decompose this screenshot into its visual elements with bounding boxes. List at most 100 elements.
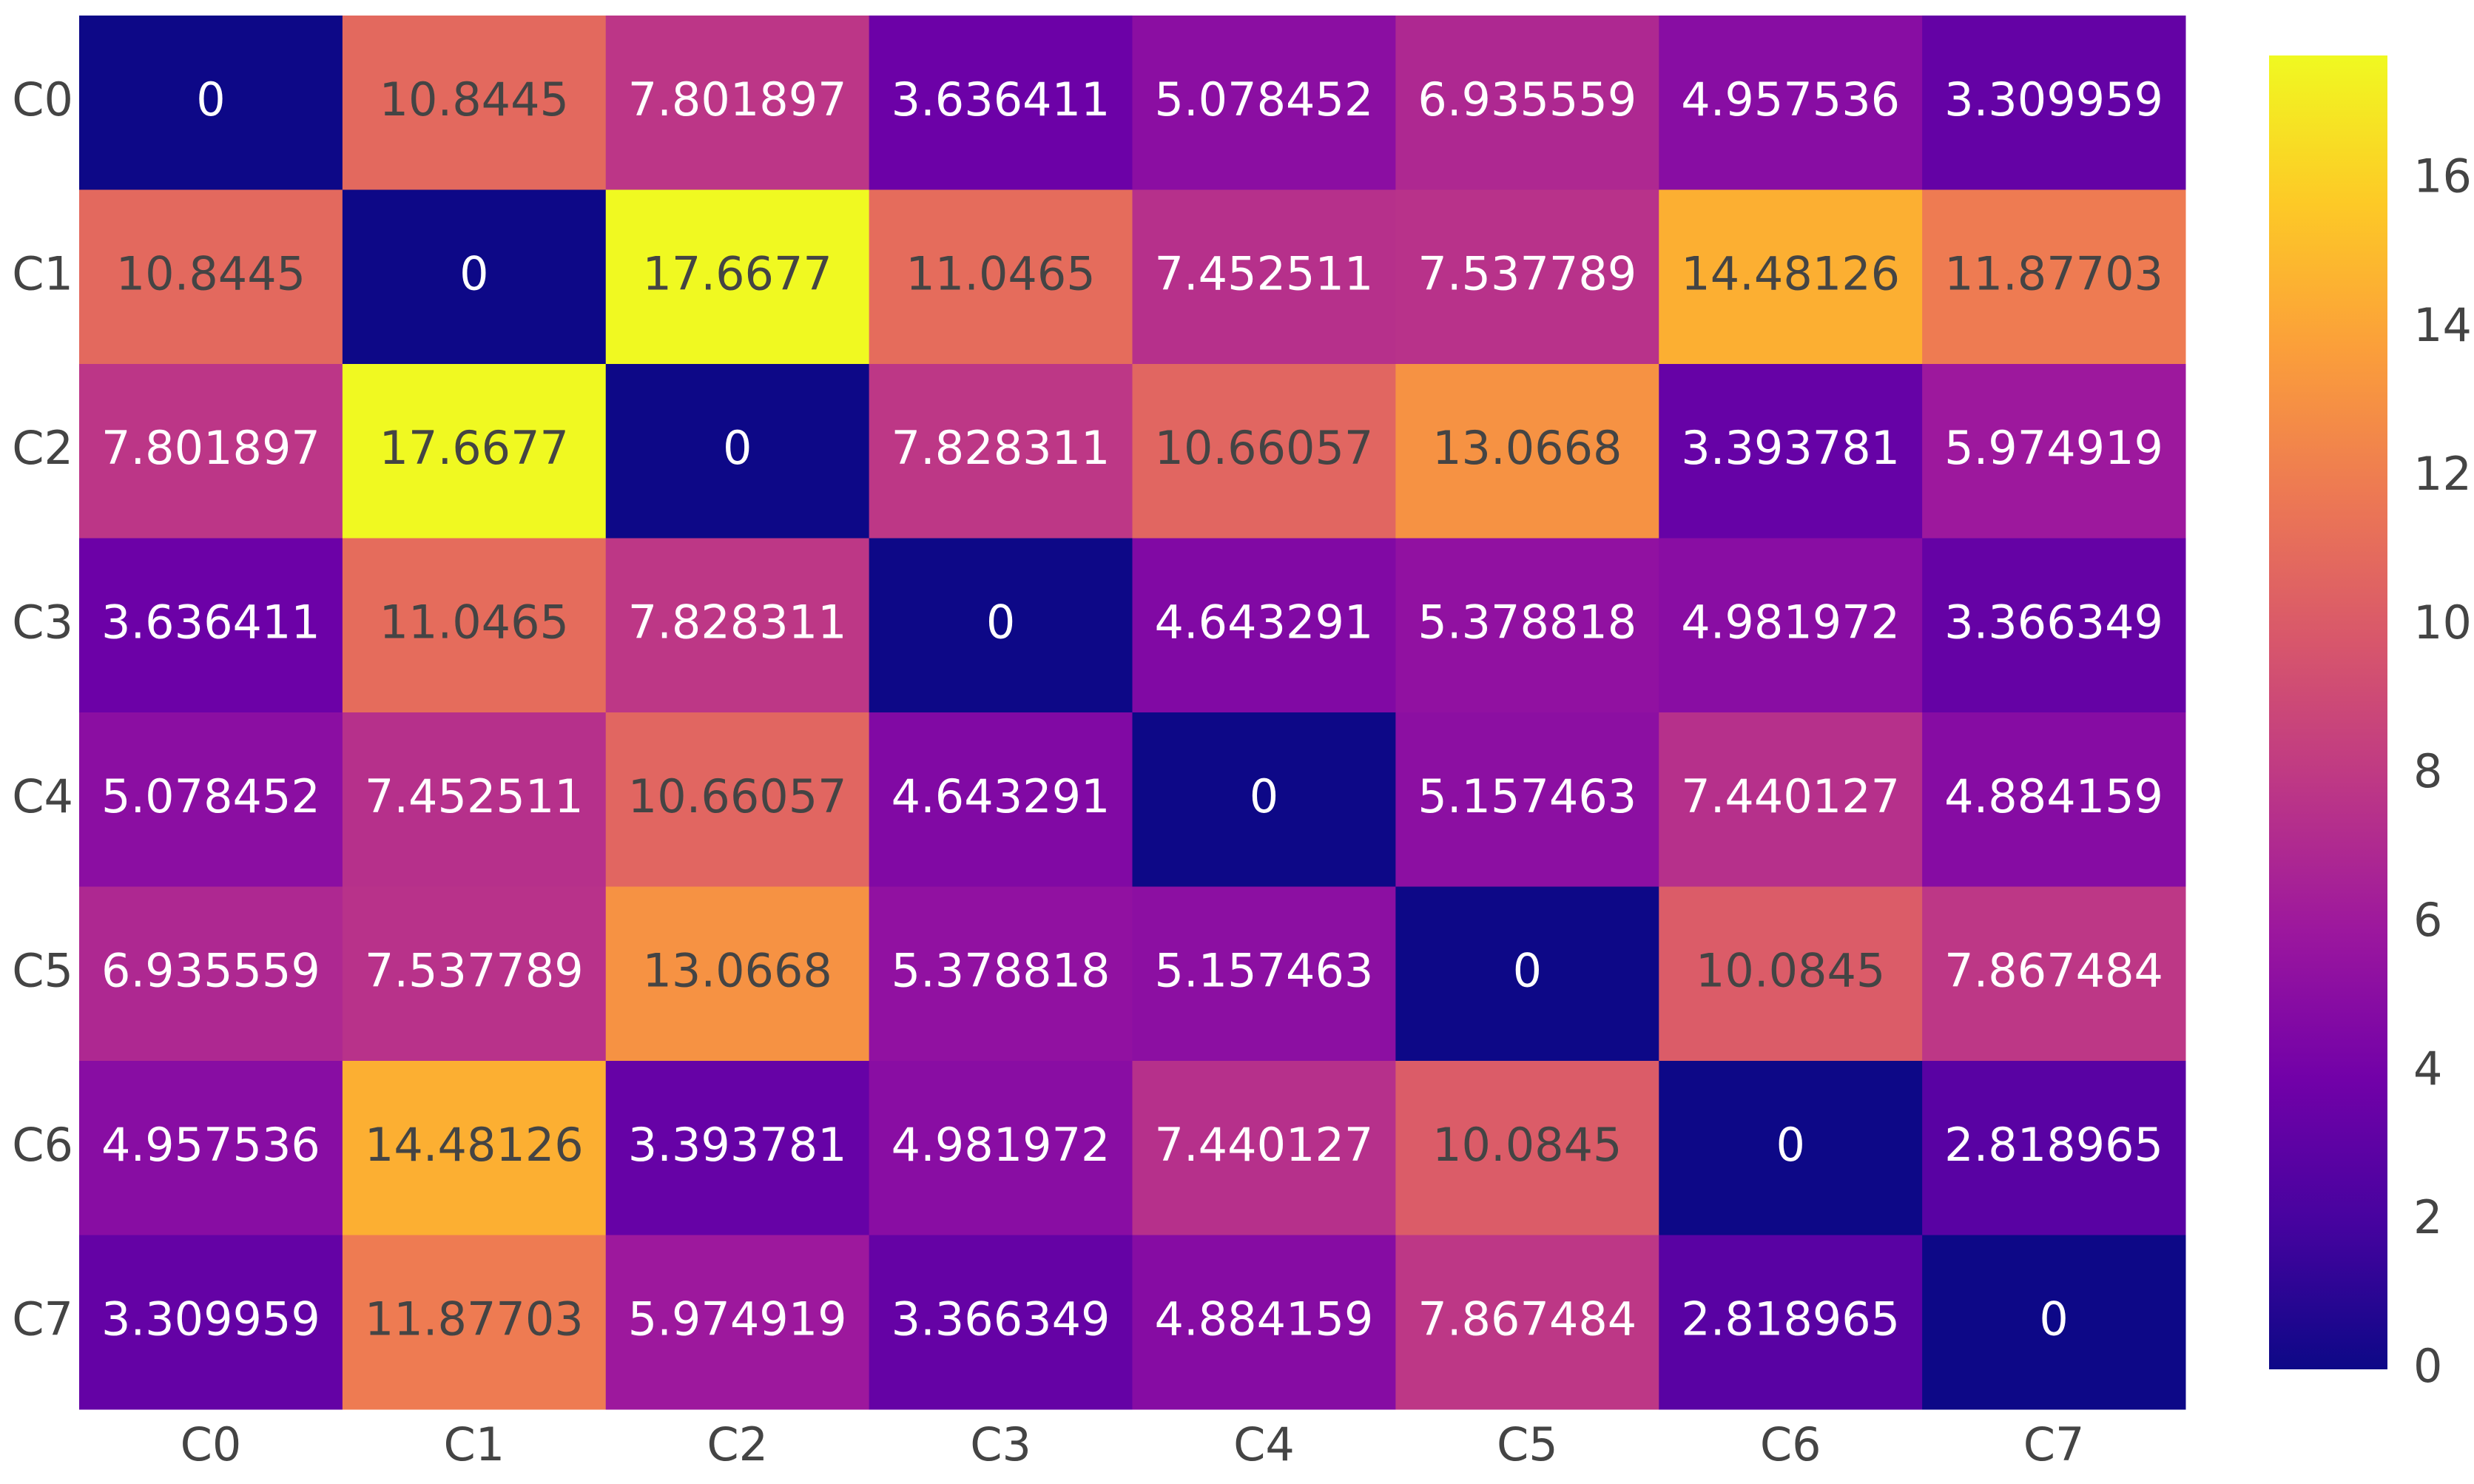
heatmap-cell xyxy=(1922,364,2186,539)
cell-label: 0 xyxy=(1250,769,1278,823)
heatmap-cell xyxy=(342,364,607,539)
heatmap-cell xyxy=(869,364,1133,539)
cell-label: 7.801897 xyxy=(101,421,320,475)
cell-label: 0 xyxy=(723,421,752,475)
cell-label: 10.0845 xyxy=(1696,943,1885,997)
heatmap-cell xyxy=(1132,538,1396,713)
heatmap-cell xyxy=(1922,189,2186,365)
heatmap-cell xyxy=(869,538,1133,713)
heatmap-cell xyxy=(1132,1061,1396,1235)
heatmap-cell xyxy=(79,1235,343,1410)
cell-label: 3.366349 xyxy=(1944,595,2163,649)
cell-label: 0 xyxy=(459,246,488,300)
cell-label: 3.393781 xyxy=(628,1118,847,1172)
cell-label: 0 xyxy=(2039,1292,2068,1346)
cell-label: 2.818965 xyxy=(1681,1292,1900,1346)
cell-label: 13.0668 xyxy=(1432,421,1622,475)
cell-label: 7.828311 xyxy=(891,421,1110,475)
heatmap-cell xyxy=(342,1235,607,1410)
colorbar-tick-label: 2 xyxy=(2413,1190,2442,1244)
cell-label: 4.981972 xyxy=(1681,595,1900,649)
cell-label: 5.078452 xyxy=(1155,72,1374,127)
cell-label: 17.6677 xyxy=(380,421,569,475)
heatmap-cell xyxy=(1132,1235,1396,1410)
heatmap-cell xyxy=(1395,1061,1659,1235)
cell-label: 5.974919 xyxy=(628,1292,847,1346)
heatmap-cell xyxy=(1659,16,1923,190)
cell-label: 4.957536 xyxy=(1681,72,1900,127)
colorbar-tick-label: 6 xyxy=(2413,893,2442,947)
x-tick-label: C0 xyxy=(181,1417,242,1471)
cell-label: 10.8445 xyxy=(380,72,569,127)
cell-label: 3.636411 xyxy=(891,72,1110,127)
cell-label: 17.6677 xyxy=(642,246,832,300)
colorbar xyxy=(2269,55,2387,1369)
colorbar-tick-label: 0 xyxy=(2413,1339,2442,1393)
colorbar-tick-label: 10 xyxy=(2413,596,2472,650)
heatmap-cell xyxy=(1395,1235,1659,1410)
cell-label: 6.935559 xyxy=(101,943,320,997)
heatmap-cell xyxy=(605,16,870,190)
heatmap-cell xyxy=(1922,886,2186,1062)
cell-label: 7.537789 xyxy=(1418,246,1637,300)
heatmap-cell xyxy=(869,16,1133,190)
y-tick-label: C2 xyxy=(12,421,73,475)
heatmap-cell xyxy=(342,189,607,365)
heatmap-cell xyxy=(1395,189,1659,365)
cell-label: 4.643291 xyxy=(1155,595,1374,649)
colorbar-tick-label: 4 xyxy=(2413,1042,2442,1096)
y-tick-label: C1 xyxy=(12,246,73,300)
heatmap-cell xyxy=(1659,538,1923,713)
cell-label: 4.981972 xyxy=(891,1118,1110,1172)
heatmap-cell xyxy=(1395,16,1659,190)
cell-label: 7.828311 xyxy=(628,595,847,649)
x-tick-label: C3 xyxy=(970,1417,1031,1471)
cell-label: 5.157463 xyxy=(1155,943,1374,997)
cell-label: 7.801897 xyxy=(628,72,847,127)
cell-label: 3.393781 xyxy=(1681,421,1900,475)
heatmap-cell xyxy=(605,886,870,1062)
cell-label: 3.309959 xyxy=(101,1292,320,1346)
cell-label: 4.884159 xyxy=(1944,769,2163,823)
heatmap-cell xyxy=(1922,1061,2186,1235)
y-tick-label: C7 xyxy=(12,1292,73,1346)
y-tick-label: C5 xyxy=(12,943,73,997)
cell-label: 7.452511 xyxy=(365,769,584,823)
cell-label: 0 xyxy=(196,72,225,127)
cell-label: 11.0465 xyxy=(380,595,569,649)
cell-label: 10.66057 xyxy=(1155,421,1374,475)
cell-label: 13.0668 xyxy=(642,943,832,997)
heatmap-cell xyxy=(1659,189,1923,365)
cell-label: 2.818965 xyxy=(1944,1118,2163,1172)
cell-label: 4.643291 xyxy=(891,769,1110,823)
cell-label: 5.974919 xyxy=(1944,421,2163,475)
heatmap-cell xyxy=(1132,189,1396,365)
heatmap-cell xyxy=(869,1061,1133,1235)
y-tick-label: C4 xyxy=(12,769,73,823)
heatmap-cell xyxy=(79,538,343,713)
heatmap-cell xyxy=(342,886,607,1062)
heatmap-cell xyxy=(869,886,1133,1062)
cell-label: 4.957536 xyxy=(101,1118,320,1172)
heatmap-cell xyxy=(79,886,343,1062)
heatmap-cell xyxy=(79,16,343,190)
heatmap-cell xyxy=(1395,538,1659,713)
cell-label: 11.0465 xyxy=(906,246,1095,300)
heatmap-cell xyxy=(79,712,343,887)
cell-label: 0 xyxy=(986,595,1015,649)
heatmap-cell xyxy=(79,1061,343,1235)
cell-label: 0 xyxy=(1513,943,1542,997)
heatmap-cell xyxy=(1922,1235,2186,1410)
cell-label: 5.378818 xyxy=(891,943,1110,997)
heatmap-cell xyxy=(342,712,607,887)
cell-label: 7.452511 xyxy=(1155,246,1374,300)
cell-label: 7.440127 xyxy=(1681,769,1900,823)
heatmap-cell xyxy=(605,1235,870,1410)
x-tick-label: C7 xyxy=(2023,1417,2085,1471)
heatmap-cell xyxy=(869,189,1133,365)
y-tick-label: C3 xyxy=(12,595,73,649)
x-tick-label: C4 xyxy=(1233,1417,1295,1471)
cell-label: 6.935559 xyxy=(1418,72,1637,127)
